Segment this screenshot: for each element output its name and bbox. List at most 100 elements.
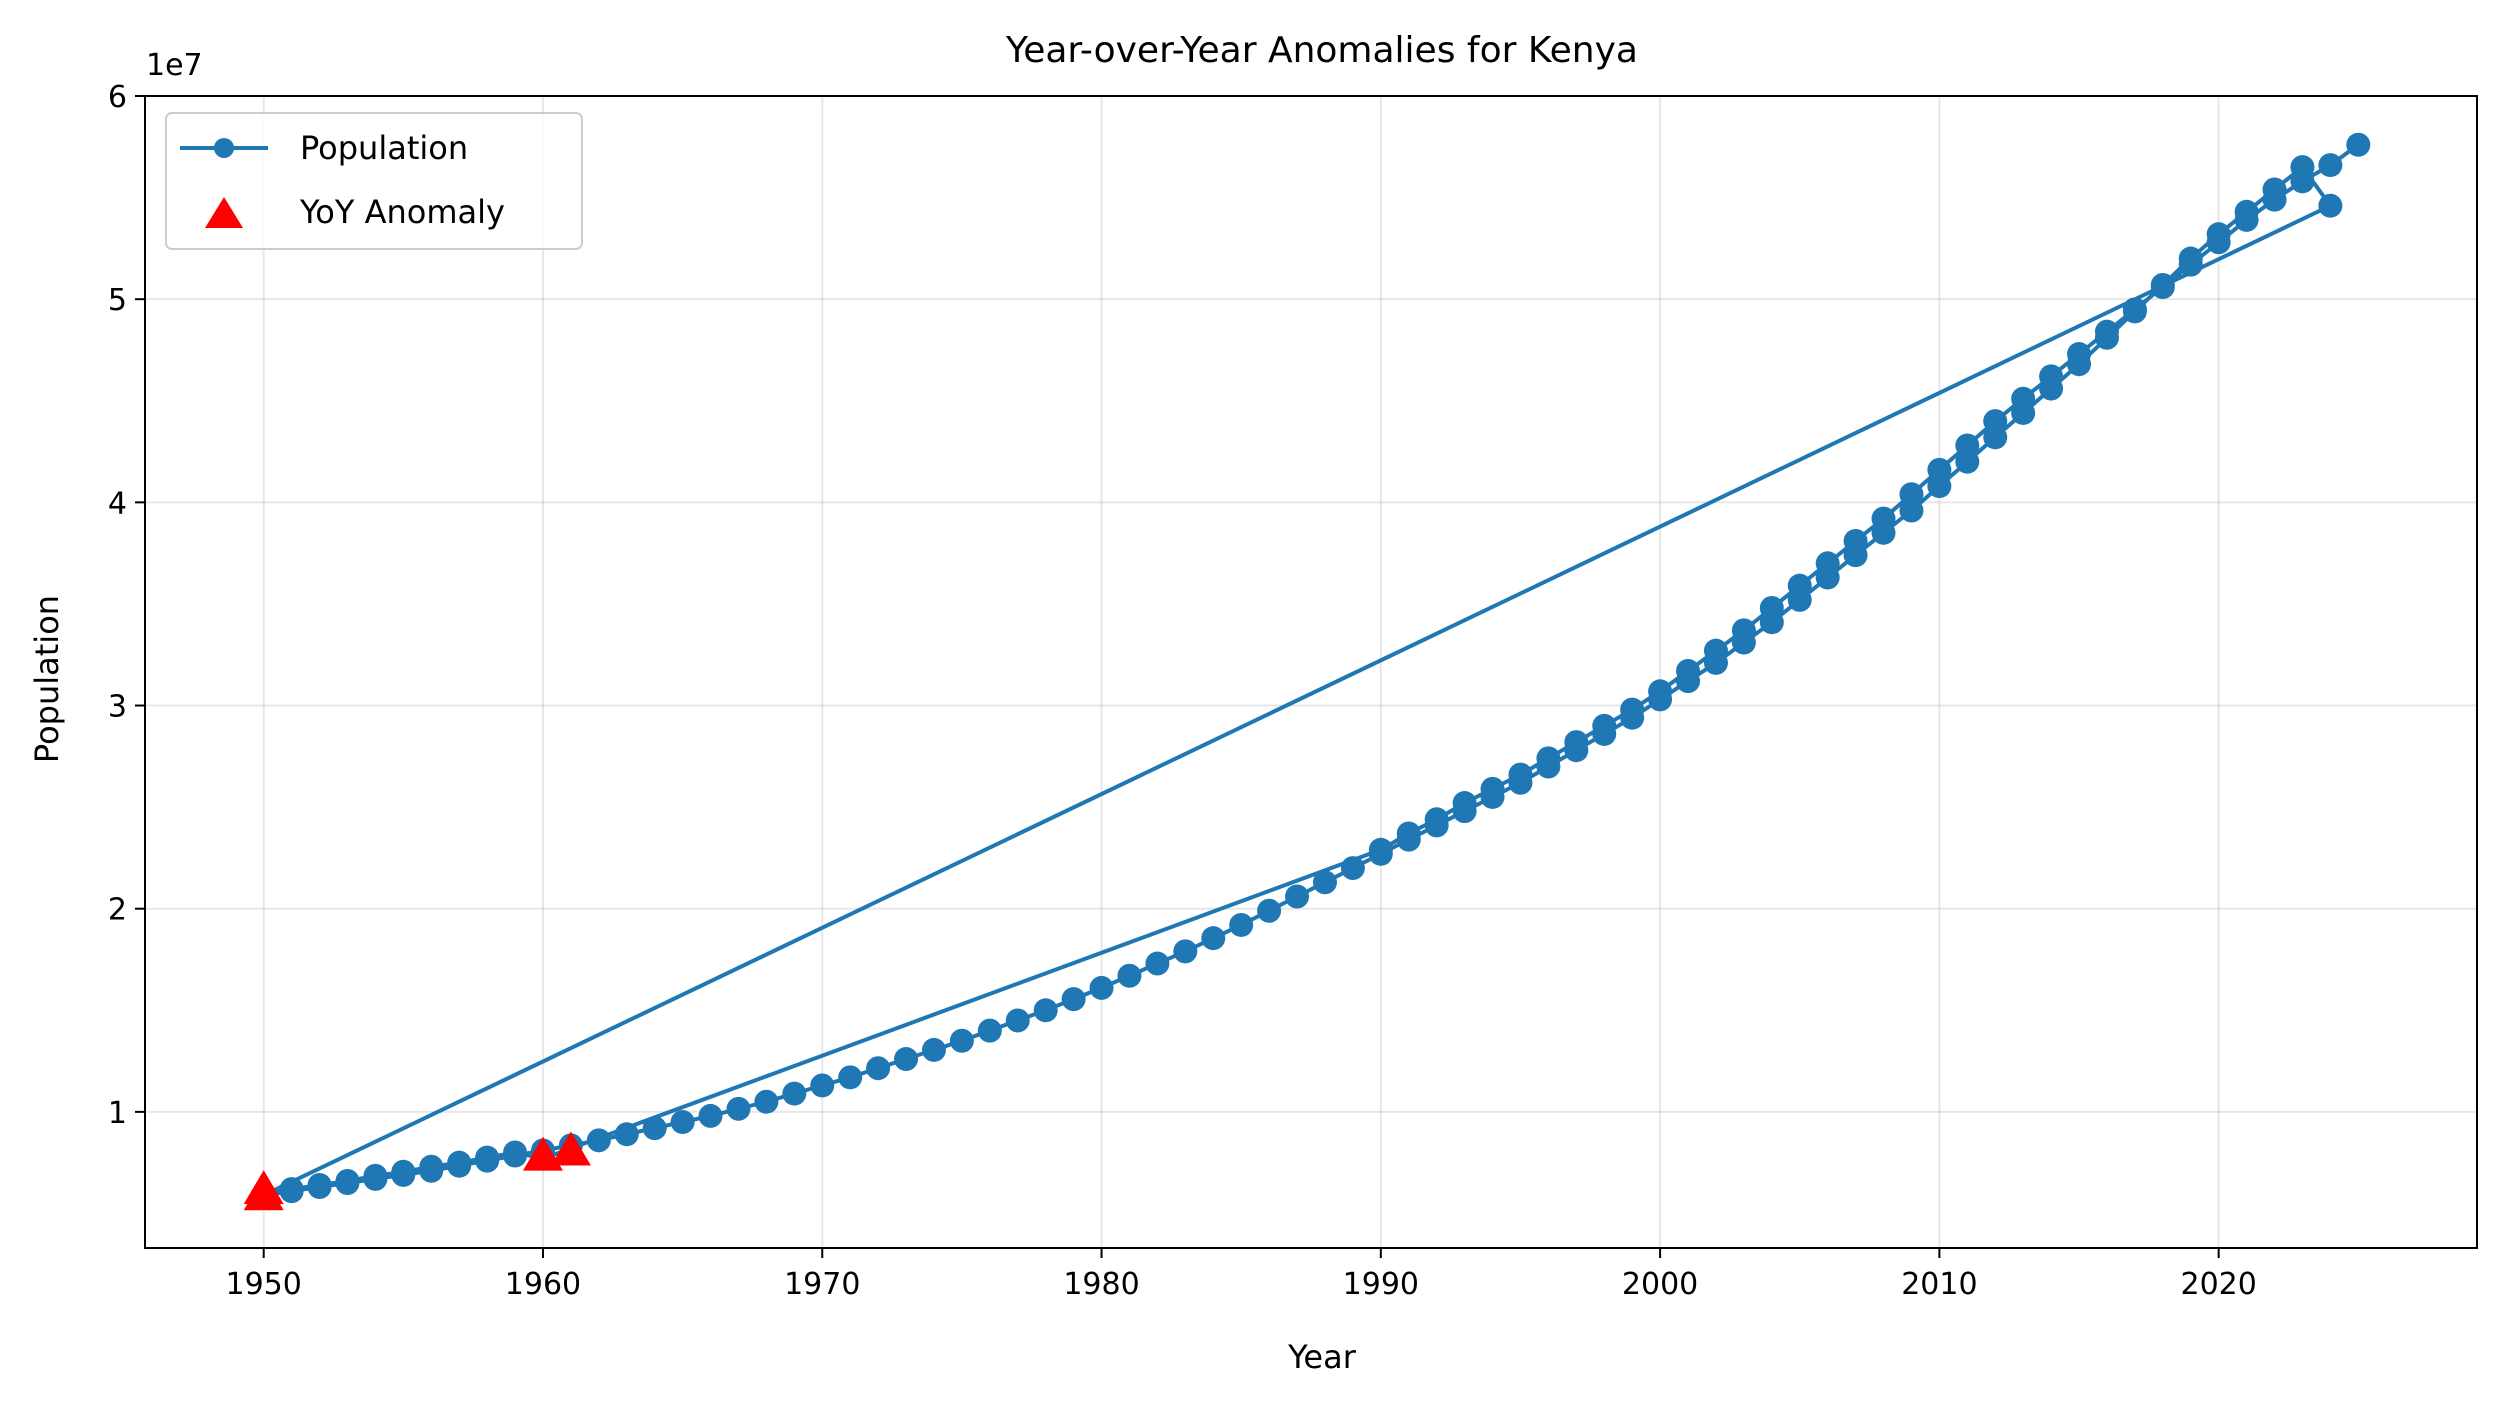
population-point	[1759, 596, 1784, 620]
population-point	[1424, 807, 1449, 832]
population-point	[1620, 697, 1645, 722]
population-point	[1033, 998, 1058, 1023]
population-point	[782, 1081, 807, 1106]
population-point	[1061, 987, 1086, 1012]
legend-anomaly-label: YoY Anomaly	[299, 193, 505, 231]
population-point	[2178, 252, 2203, 277]
population-point	[1676, 658, 1701, 683]
population-point	[670, 1110, 695, 1135]
population-point	[810, 1073, 835, 1098]
legend-anomaly-marker	[205, 197, 243, 228]
population-point	[419, 1154, 444, 1179]
x-tick-label: 2010	[1901, 1267, 1977, 1302]
y-tick-label: 1	[108, 1096, 127, 1131]
population-point	[1843, 528, 1868, 553]
population-point	[2150, 274, 2175, 299]
population-point	[1592, 713, 1617, 738]
population-point	[447, 1150, 472, 1175]
y-axis-label: Population	[28, 595, 66, 763]
population-point	[977, 1018, 1002, 1043]
population-marker-layer	[251, 132, 2371, 1208]
x-tick-label: 2000	[1622, 1267, 1698, 1302]
x-tick-label: 1980	[1063, 1267, 1139, 1302]
population-point	[2318, 153, 2343, 178]
x-tick-label: 1960	[505, 1267, 581, 1302]
population-point	[2346, 132, 2371, 157]
population-point	[1648, 679, 1673, 704]
population-point	[307, 1173, 332, 1198]
population-point	[1201, 926, 1226, 951]
population-point	[754, 1089, 779, 1114]
population-point	[1145, 951, 1170, 976]
population-point	[1229, 912, 1254, 937]
population-point	[2234, 207, 2259, 232]
population-point	[921, 1037, 946, 1062]
legend-population-marker	[214, 138, 234, 158]
population-point	[1312, 870, 1337, 895]
population-point	[1508, 762, 1533, 787]
population-point	[726, 1096, 751, 1121]
population-point	[1899, 482, 1924, 507]
y-tick-label: 3	[108, 690, 127, 725]
population-point	[949, 1028, 974, 1053]
population-point	[838, 1065, 863, 1090]
legend-population-label: Population	[300, 129, 468, 167]
population-point	[1983, 409, 2008, 434]
anomaly-marker-layer	[243, 1131, 591, 1211]
population-point	[698, 1103, 723, 1128]
population-point	[1927, 457, 1952, 482]
population-point	[866, 1056, 891, 1081]
population-point	[475, 1145, 500, 1170]
population-point	[1340, 856, 1365, 881]
anomaly-point	[243, 1170, 284, 1205]
x-tick-label: 1950	[226, 1267, 302, 1302]
population-point	[2290, 169, 2315, 194]
chart-title: Year-over-Year Anomalies for Kenya	[1005, 30, 1638, 71]
population-point	[1536, 746, 1561, 771]
population-point	[1787, 573, 1812, 598]
legend: Population YoY Anomaly	[165, 112, 583, 250]
x-tick-label: 1990	[1343, 1267, 1419, 1302]
y-tick-label: 5	[108, 283, 127, 318]
population-point	[614, 1122, 639, 1147]
population-point	[1005, 1008, 1030, 1033]
population-point	[1815, 551, 1840, 576]
population-point	[1173, 939, 1198, 964]
population-point	[1703, 638, 1728, 663]
population-point	[1452, 791, 1477, 816]
population-point	[335, 1168, 360, 1193]
y-offset-text: 1e7	[146, 48, 203, 83]
population-point	[894, 1047, 919, 1072]
y-tick-label: 6	[108, 80, 127, 115]
population-point	[2206, 230, 2231, 255]
population-point	[2262, 187, 2287, 212]
population-point	[1480, 776, 1505, 801]
population-point	[2318, 193, 2343, 218]
population-point	[2094, 319, 2119, 344]
population-point	[1117, 963, 1142, 988]
population-point	[363, 1163, 388, 1188]
population-point	[391, 1159, 416, 1184]
population-point	[642, 1116, 667, 1141]
y-tick-label: 4	[108, 486, 127, 521]
population-point	[1396, 821, 1421, 846]
population-point	[279, 1177, 304, 1202]
population-point	[2067, 342, 2092, 367]
population-point	[503, 1140, 528, 1165]
population-point	[1089, 975, 1114, 1000]
x-tick-label: 2020	[2180, 1267, 2256, 1302]
population-point	[2039, 364, 2064, 389]
population-point	[586, 1128, 611, 1153]
population-point	[1871, 506, 1896, 531]
y-tick-label: 2	[108, 893, 127, 928]
x-axis-label: Year	[1287, 1338, 1357, 1376]
ticks: 1950 1960 1970 1980 1990 2000 2010 2020 1 2 3 4 5 6	[108, 80, 2257, 1302]
anomaly-point	[550, 1131, 591, 1166]
x-tick-label: 1970	[784, 1267, 860, 1302]
population-point	[1564, 730, 1589, 755]
legend-frame	[165, 112, 583, 250]
population-point	[1368, 837, 1393, 862]
population-point	[1257, 898, 1282, 923]
population-point	[1285, 884, 1310, 909]
